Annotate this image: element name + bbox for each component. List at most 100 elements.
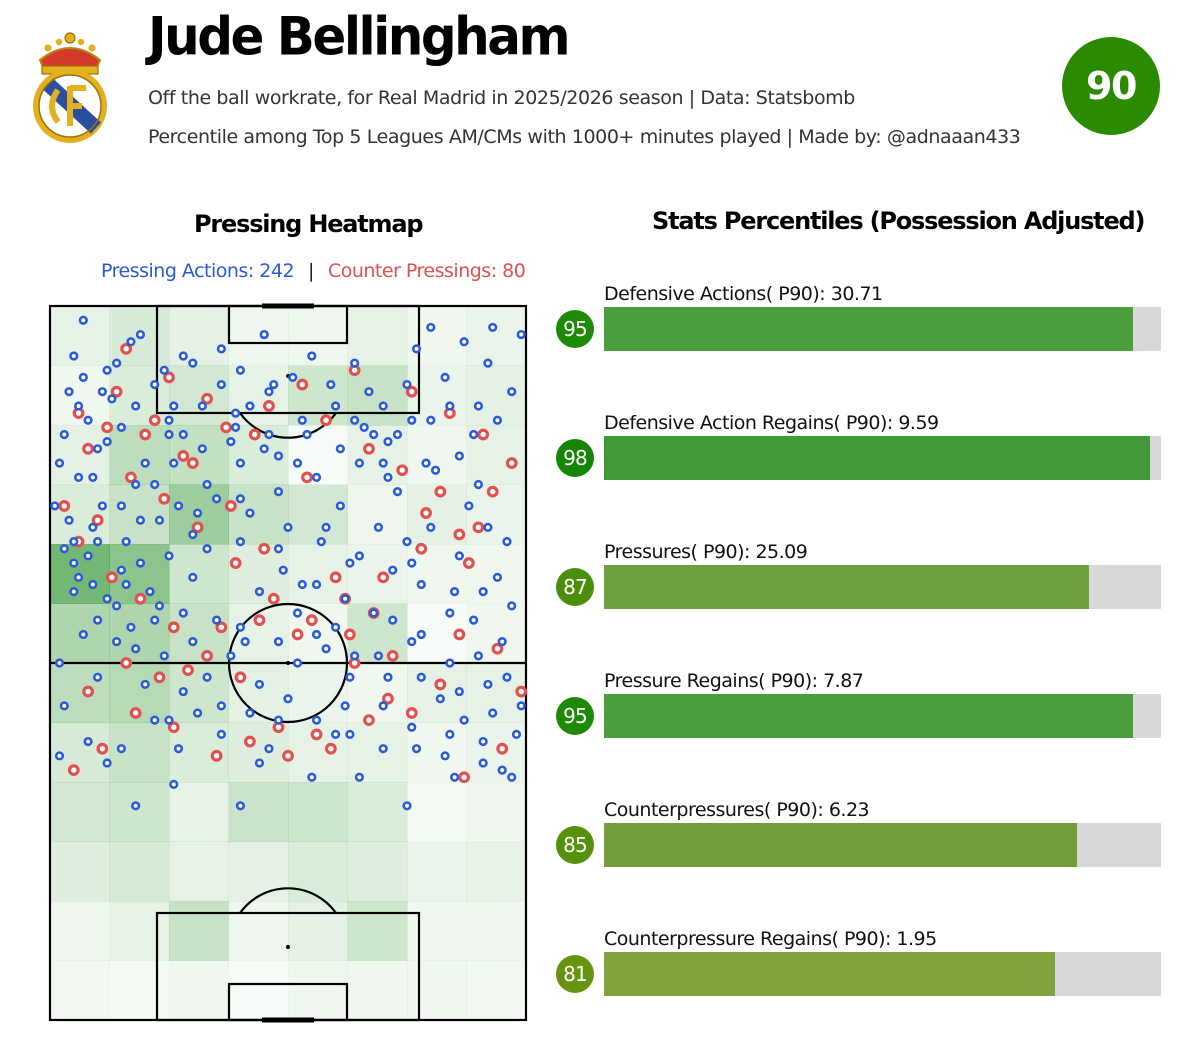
pressing-action-dot bbox=[430, 465, 441, 475]
pressing-action-dot bbox=[169, 779, 179, 789]
stat-percentile-badge: 81 bbox=[556, 955, 594, 993]
pressing-action-dot bbox=[226, 651, 236, 661]
pressing-action-dot bbox=[69, 537, 79, 547]
pressing-action-dot bbox=[178, 351, 188, 361]
counter-pressing-dot bbox=[125, 471, 137, 484]
overall-percentile-badge: 90 bbox=[1062, 37, 1160, 135]
pressing-action-dot bbox=[212, 494, 222, 504]
pressing-action-dot bbox=[392, 429, 403, 440]
pressing-action-dot bbox=[131, 801, 141, 811]
stat-bar-track bbox=[604, 694, 1161, 738]
pressing-action-dot bbox=[488, 322, 498, 333]
pressing-action-dot bbox=[497, 636, 507, 647]
heatmap-cell bbox=[466, 841, 527, 902]
pressing-action-dot bbox=[483, 358, 493, 368]
stat-percentile-badge: 98 bbox=[556, 439, 594, 477]
pressing-action-dot bbox=[54, 751, 65, 761]
heatmap-cell bbox=[50, 484, 110, 545]
pressing-action-dot bbox=[173, 744, 184, 754]
pressing-action-dot bbox=[159, 651, 169, 661]
pressing-action-dot bbox=[407, 558, 417, 568]
stat-label: Pressure Regains( P90): 7.87 bbox=[604, 670, 864, 692]
pressing-action-dot bbox=[507, 601, 517, 611]
heatmap-cell bbox=[466, 960, 527, 1021]
pressing-action-dot bbox=[192, 508, 203, 518]
pressing-action-dot bbox=[411, 344, 422, 354]
pressing-action-dot bbox=[150, 479, 160, 490]
pressing-action-dot bbox=[192, 708, 203, 718]
pressing-action-dot bbox=[426, 522, 436, 532]
heatmap-cell bbox=[109, 722, 170, 783]
counter-pressing-dot bbox=[320, 414, 332, 427]
counter-pressing-dot bbox=[263, 400, 275, 412]
bottom-penalty-spot bbox=[286, 945, 290, 949]
subtitle-season: Off the ball workrate, for Real Madrid i… bbox=[148, 87, 855, 109]
pressing-action-dot bbox=[169, 401, 179, 411]
pressing-action-dot bbox=[116, 422, 126, 432]
pressing-action-dot bbox=[383, 472, 393, 482]
counter-pressing-dot bbox=[396, 464, 409, 477]
pressing-action-dot bbox=[283, 522, 293, 532]
pressing-action-dot bbox=[311, 715, 322, 725]
pressing-action-dot bbox=[292, 608, 303, 618]
counter-pressing-dot bbox=[296, 378, 309, 391]
counter-pressing-dot bbox=[82, 442, 94, 455]
heatmap-cell bbox=[50, 306, 110, 366]
counter-pressing-dot bbox=[458, 771, 471, 784]
pressing-action-dot bbox=[59, 701, 69, 711]
counter-pressing-dot bbox=[505, 457, 518, 469]
heatmap-cell bbox=[169, 841, 229, 902]
pressing-action-dot bbox=[59, 429, 69, 440]
counter-pressing-dot bbox=[515, 685, 528, 698]
counter-pressing-dot bbox=[291, 628, 304, 641]
pressing-action-dot bbox=[350, 415, 360, 425]
pressing-action-dot bbox=[78, 372, 88, 382]
counter-pressing-dot bbox=[148, 414, 161, 427]
counter-pressing-dot bbox=[120, 342, 133, 355]
pressing-action-dot bbox=[331, 622, 341, 632]
heatmap-cell bbox=[109, 901, 170, 961]
pressing-action-dot bbox=[435, 694, 445, 704]
counter-pressing-dot bbox=[220, 421, 233, 434]
counter-pressing-dot bbox=[182, 664, 194, 677]
pressing-action-dot bbox=[359, 422, 369, 432]
pressing-action-dot bbox=[245, 401, 255, 411]
pressing-action-dot bbox=[421, 458, 431, 468]
heatmap-cell bbox=[288, 901, 348, 961]
counter-pressing-dot bbox=[201, 649, 213, 662]
pressing-action-dot bbox=[235, 622, 245, 632]
pressing-action-dot bbox=[283, 694, 293, 704]
stat-label: Defensive Action Regains( P90): 9.59 bbox=[604, 412, 939, 434]
heatmap-cell bbox=[288, 782, 348, 842]
counter-pressing-dot bbox=[343, 628, 356, 641]
counter-pressing-dot bbox=[110, 385, 123, 398]
stat-bar bbox=[604, 565, 1089, 609]
counter-pressing-dot bbox=[472, 521, 485, 534]
heatmap-legend: Pressing Actions: 242 | Counter Pressings:… bbox=[101, 260, 526, 282]
heatmap-cell bbox=[228, 306, 289, 366]
counter-pressing-dot bbox=[310, 728, 323, 741]
counter-pressing-dot bbox=[229, 557, 242, 569]
pressing-heatmap-pitch bbox=[48, 303, 528, 1023]
pressing-action-dot bbox=[69, 351, 79, 361]
pressing-action-dot bbox=[335, 444, 345, 454]
heatmap-cell bbox=[347, 901, 408, 961]
heatmap-cell bbox=[347, 960, 408, 1021]
heatmap-cell bbox=[109, 484, 170, 545]
counter-pressing-dot bbox=[329, 571, 342, 584]
counter-pressing-dot bbox=[167, 721, 180, 734]
counter-pressing-dot bbox=[186, 457, 199, 469]
pressing-action-dot bbox=[126, 622, 136, 632]
pressing-action-dot bbox=[402, 379, 412, 390]
counter-pressing-dot bbox=[120, 657, 133, 669]
counter-pressing-dot bbox=[267, 592, 280, 605]
heatmap-cell bbox=[288, 306, 348, 366]
pressing-action-dot bbox=[321, 522, 331, 532]
pressing-action-dot bbox=[273, 715, 284, 725]
heatmap-cell bbox=[347, 722, 408, 783]
pressing-action-dot bbox=[511, 729, 522, 740]
heatmap-cell bbox=[228, 841, 289, 902]
stat-bar bbox=[604, 436, 1150, 480]
pressing-action-dot bbox=[202, 672, 212, 682]
pressing-action-dot bbox=[259, 444, 269, 454]
